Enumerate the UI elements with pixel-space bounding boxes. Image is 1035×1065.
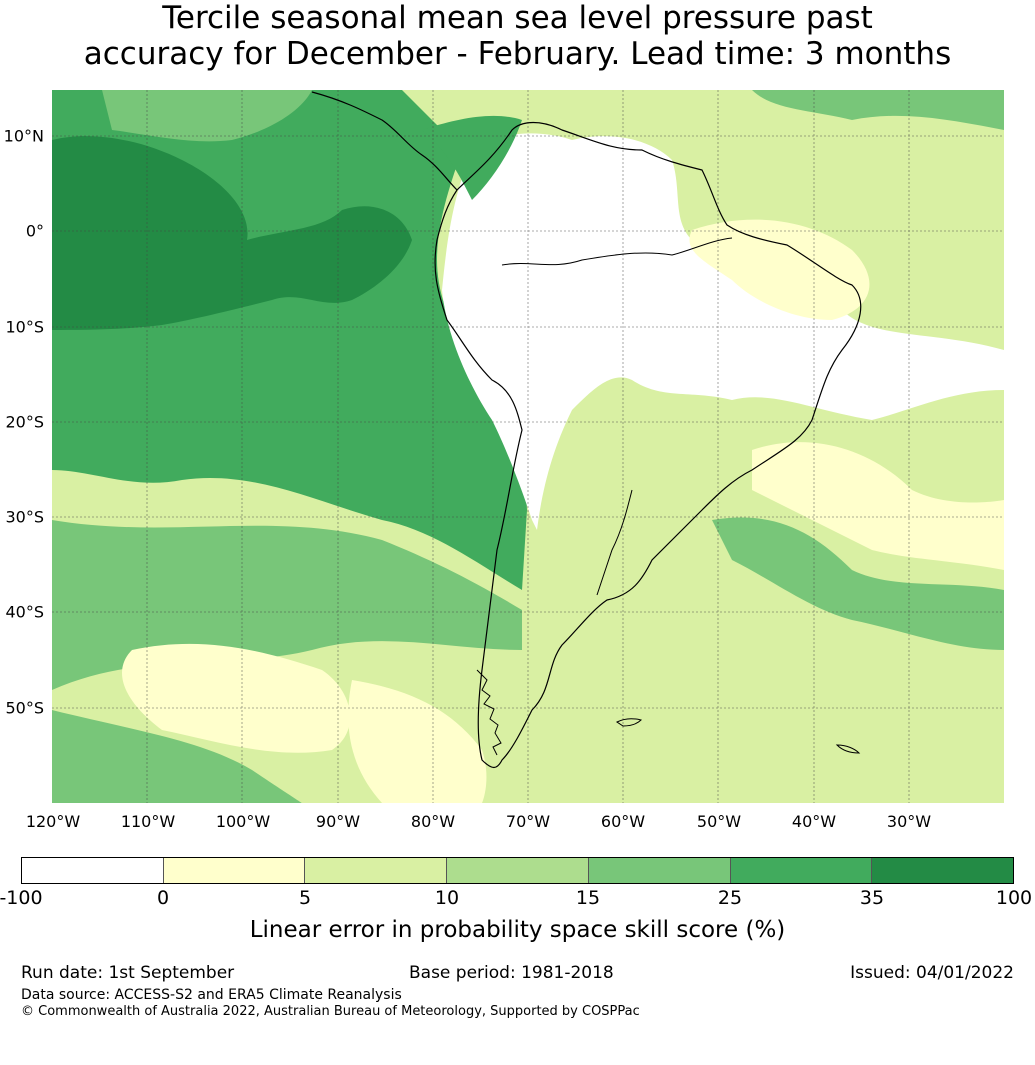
- colorbar: [21, 857, 1014, 884]
- colorbar-segment: [730, 858, 873, 883]
- coastline-patagonia-islands: [476, 669, 502, 756]
- title-line-2: accuracy for December - February. Lead t…: [83, 36, 952, 72]
- skill-region-15-25-southwest: [52, 710, 302, 803]
- colorbar-tick: 10: [434, 887, 460, 909]
- skill-region-0-5-brazil: [689, 219, 870, 320]
- colorbar-tick: 25: [717, 887, 743, 909]
- run-date: Run date: 1st September: [21, 963, 235, 983]
- rio-de-la-plata: [596, 489, 633, 596]
- skill-region-35-100-pacific: [52, 136, 412, 330]
- colorbar-segment: [588, 858, 731, 883]
- colorbar-tick: 100: [995, 887, 1033, 909]
- lat-label: 30°S: [5, 507, 44, 527]
- copyright: © Commonwealth of Australia 2022, Austra…: [21, 1004, 640, 1019]
- lat-label: 20°S: [5, 412, 44, 432]
- lon-label: 40°W: [791, 812, 837, 831]
- lat-label: 40°S: [5, 602, 44, 622]
- issued-date: Issued: 04/01/2022: [850, 963, 1014, 983]
- skill-region-25-35-caribbean: [422, 115, 522, 200]
- base-period: Base period: 1981-2018: [409, 963, 614, 983]
- lon-label: 30°W: [886, 812, 932, 831]
- amazon-river: [501, 237, 733, 266]
- colorbar-tick: 5: [298, 887, 312, 909]
- colorbar-segment: [22, 858, 164, 883]
- lat-label: 10°N: [3, 126, 44, 146]
- lon-label: 120°W: [25, 812, 81, 831]
- skill-region-0-5-south: [122, 643, 351, 753]
- lon-label: 60°W: [600, 812, 646, 831]
- coastline-south-georgia: [835, 744, 861, 754]
- lon-label: 110°W: [120, 812, 176, 831]
- colorbar-segment: [872, 858, 1014, 883]
- colorbar-segment: [305, 858, 448, 883]
- graticule: [52, 90, 1004, 803]
- lon-label: 50°W: [696, 812, 742, 831]
- lat-label: 10°S: [5, 317, 44, 337]
- skill-region-15-25-north-atlantic: [752, 90, 1004, 130]
- lon-label: 80°W: [410, 812, 456, 831]
- colorbar-tick: 35: [859, 887, 885, 909]
- colorbar-segment: [163, 858, 306, 883]
- colorbar-segment: [447, 858, 589, 883]
- lon-label: 90°W: [315, 812, 361, 831]
- skill-region-15-25-pacific-north: [102, 90, 312, 142]
- skill-region-0-5-atlantic: [752, 442, 1004, 570]
- coastline-falklands: [616, 718, 642, 727]
- title-line-1: Tercile seasonal mean sea level pressure…: [162, 0, 873, 36]
- lat-label: 50°S: [5, 698, 44, 718]
- colorbar-tick: -100: [0, 887, 43, 909]
- map-title: Tercile seasonal mean sea level pressure…: [0, 0, 1035, 72]
- map-canvas: [52, 90, 1004, 803]
- lat-label: 0°: [25, 221, 44, 241]
- data-source: Data source: ACCESS-S2 and ERA5 Climate …: [21, 987, 402, 1003]
- lon-label: 100°W: [215, 812, 271, 831]
- colorbar-tick: 15: [575, 887, 601, 909]
- skill-region-15-25-atlantic: [712, 517, 1004, 650]
- skill-region-0-5-southcentral: [348, 680, 487, 803]
- skill-map: [52, 90, 1004, 803]
- lon-label: 70°W: [505, 812, 551, 831]
- no-skill-region-south-america: [442, 133, 1004, 530]
- colorbar-label: Linear error in probability space skill …: [249, 917, 786, 943]
- colorbar-tick: 0: [156, 887, 170, 909]
- coastline-south-america: [311, 91, 862, 769]
